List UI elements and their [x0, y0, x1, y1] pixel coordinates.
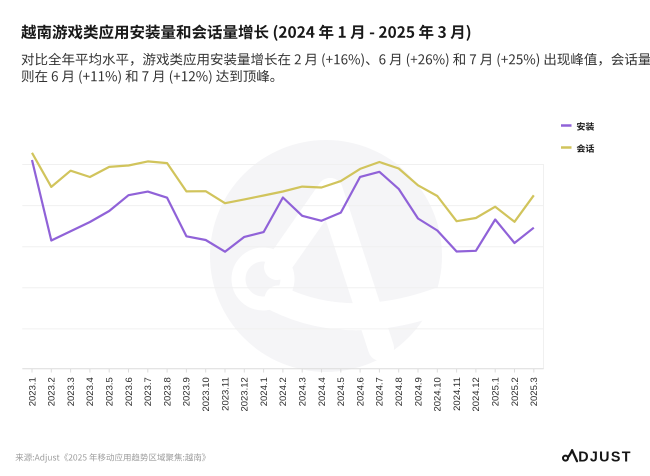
svg-text:2023.7: 2023.7 [143, 377, 154, 406]
svg-text:2024.7: 2024.7 [375, 377, 386, 406]
svg-text:DJUST: DJUST [578, 449, 632, 465]
svg-text:2024.8: 2024.8 [394, 377, 405, 406]
svg-text:2024.4: 2024.4 [317, 377, 328, 406]
svg-text:2023.10: 2023.10 [201, 377, 212, 411]
svg-text:2024.10: 2024.10 [433, 377, 444, 411]
svg-text:2023.11: 2023.11 [220, 377, 231, 411]
svg-text:2023.8: 2023.8 [162, 377, 173, 406]
svg-text:2024.9: 2024.9 [413, 377, 424, 406]
svg-text:2023.2: 2023.2 [47, 377, 58, 406]
svg-text:2024.6: 2024.6 [355, 377, 366, 406]
svg-text:2025.2: 2025.2 [510, 377, 521, 406]
svg-text:2023.3: 2023.3 [66, 377, 77, 406]
svg-text:2025.1: 2025.1 [491, 377, 502, 406]
svg-text:2024.12: 2024.12 [471, 377, 482, 411]
svg-text:2025.3: 2025.3 [529, 377, 540, 406]
svg-text:2023.4: 2023.4 [85, 377, 96, 406]
svg-text:2023.9: 2023.9 [182, 377, 193, 406]
svg-text:2023.6: 2023.6 [124, 377, 135, 406]
svg-text:2024.1: 2024.1 [259, 377, 270, 406]
svg-text:2023.5: 2023.5 [105, 377, 116, 406]
svg-text:2024.5: 2024.5 [336, 377, 347, 406]
svg-text:2024.11: 2024.11 [452, 377, 463, 411]
svg-text:2024.3: 2024.3 [298, 377, 309, 406]
svg-text:2023.1: 2023.1 [27, 377, 38, 406]
svg-text:2024.2: 2024.2 [278, 377, 289, 406]
svg-text:2023.12: 2023.12 [240, 377, 251, 411]
